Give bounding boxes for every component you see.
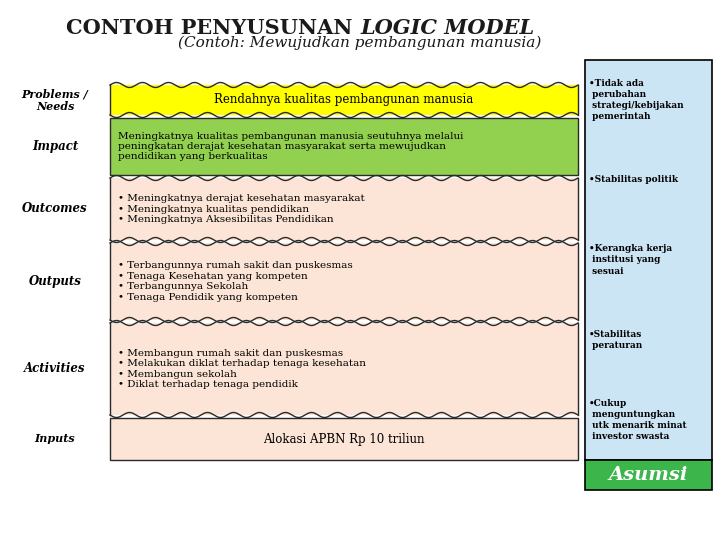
Text: Impact: Impact — [32, 140, 78, 153]
Bar — [585, 60, 712, 460]
Text: • Terbangunnya rumah sakit dan puskesmas
• Tenaga Kesehatan yang kompeten
• Terb: • Terbangunnya rumah sakit dan puskesmas… — [118, 261, 353, 302]
Text: Inputs: Inputs — [35, 434, 76, 444]
Text: Outcomes: Outcomes — [22, 202, 88, 215]
Text: Activities: Activities — [24, 362, 86, 375]
Bar — [110, 85, 578, 115]
Bar — [110, 178, 578, 240]
Text: •Kerangka kerja
 institusi yang
 sesuai: •Kerangka kerja institusi yang sesuai — [589, 245, 672, 275]
Text: • Membangun rumah sakit dan puskesmas
• Melakukan diklat terhadap tenaga kesehat: • Membangun rumah sakit dan puskesmas • … — [118, 349, 366, 389]
Text: CONTOH PENYUSUNAN: CONTOH PENYUSUNAN — [66, 18, 360, 38]
Bar — [110, 418, 578, 460]
Text: •Stabilitas
 peraturan: •Stabilitas peraturan — [589, 330, 642, 350]
Text: Problems /
Needs: Problems / Needs — [22, 88, 89, 112]
Text: Asumsi: Asumsi — [609, 466, 688, 484]
Text: •Cukup
 menguntungkan
 utk menarik minat
 investor swasta: •Cukup menguntungkan utk menarik minat i… — [589, 399, 687, 441]
Text: Rendahnya kualitas pembangunan manusia: Rendahnya kualitas pembangunan manusia — [215, 93, 474, 106]
Text: LOGIC MODEL: LOGIC MODEL — [360, 18, 534, 38]
Bar — [110, 323, 578, 415]
Text: •Stabilitas politik: •Stabilitas politik — [589, 176, 678, 185]
Bar — [110, 118, 578, 175]
Text: Alokasi APBN Rp 10 triliun: Alokasi APBN Rp 10 triliun — [264, 433, 425, 446]
Text: Outputs: Outputs — [29, 275, 81, 288]
Text: •Tidak ada
 perubahan
 strategi/kebijakan
 pemerintah: •Tidak ada perubahan strategi/kebijakan … — [589, 79, 683, 121]
Bar — [585, 460, 712, 490]
Text: Meningkatnya kualitas pembangunan manusia seutuhnya melalui
peningkatan derajat : Meningkatnya kualitas pembangunan manusi… — [118, 132, 464, 161]
Text: (Contoh: Mewujudkan pembangunan manusia): (Contoh: Mewujudkan pembangunan manusia) — [179, 36, 541, 50]
Text: • Meningkatnya derajat kesehatan masyarakat
• Meningkatnya kualitas pendidikan
•: • Meningkatnya derajat kesehatan masyara… — [118, 194, 365, 224]
Bar — [110, 243, 578, 320]
